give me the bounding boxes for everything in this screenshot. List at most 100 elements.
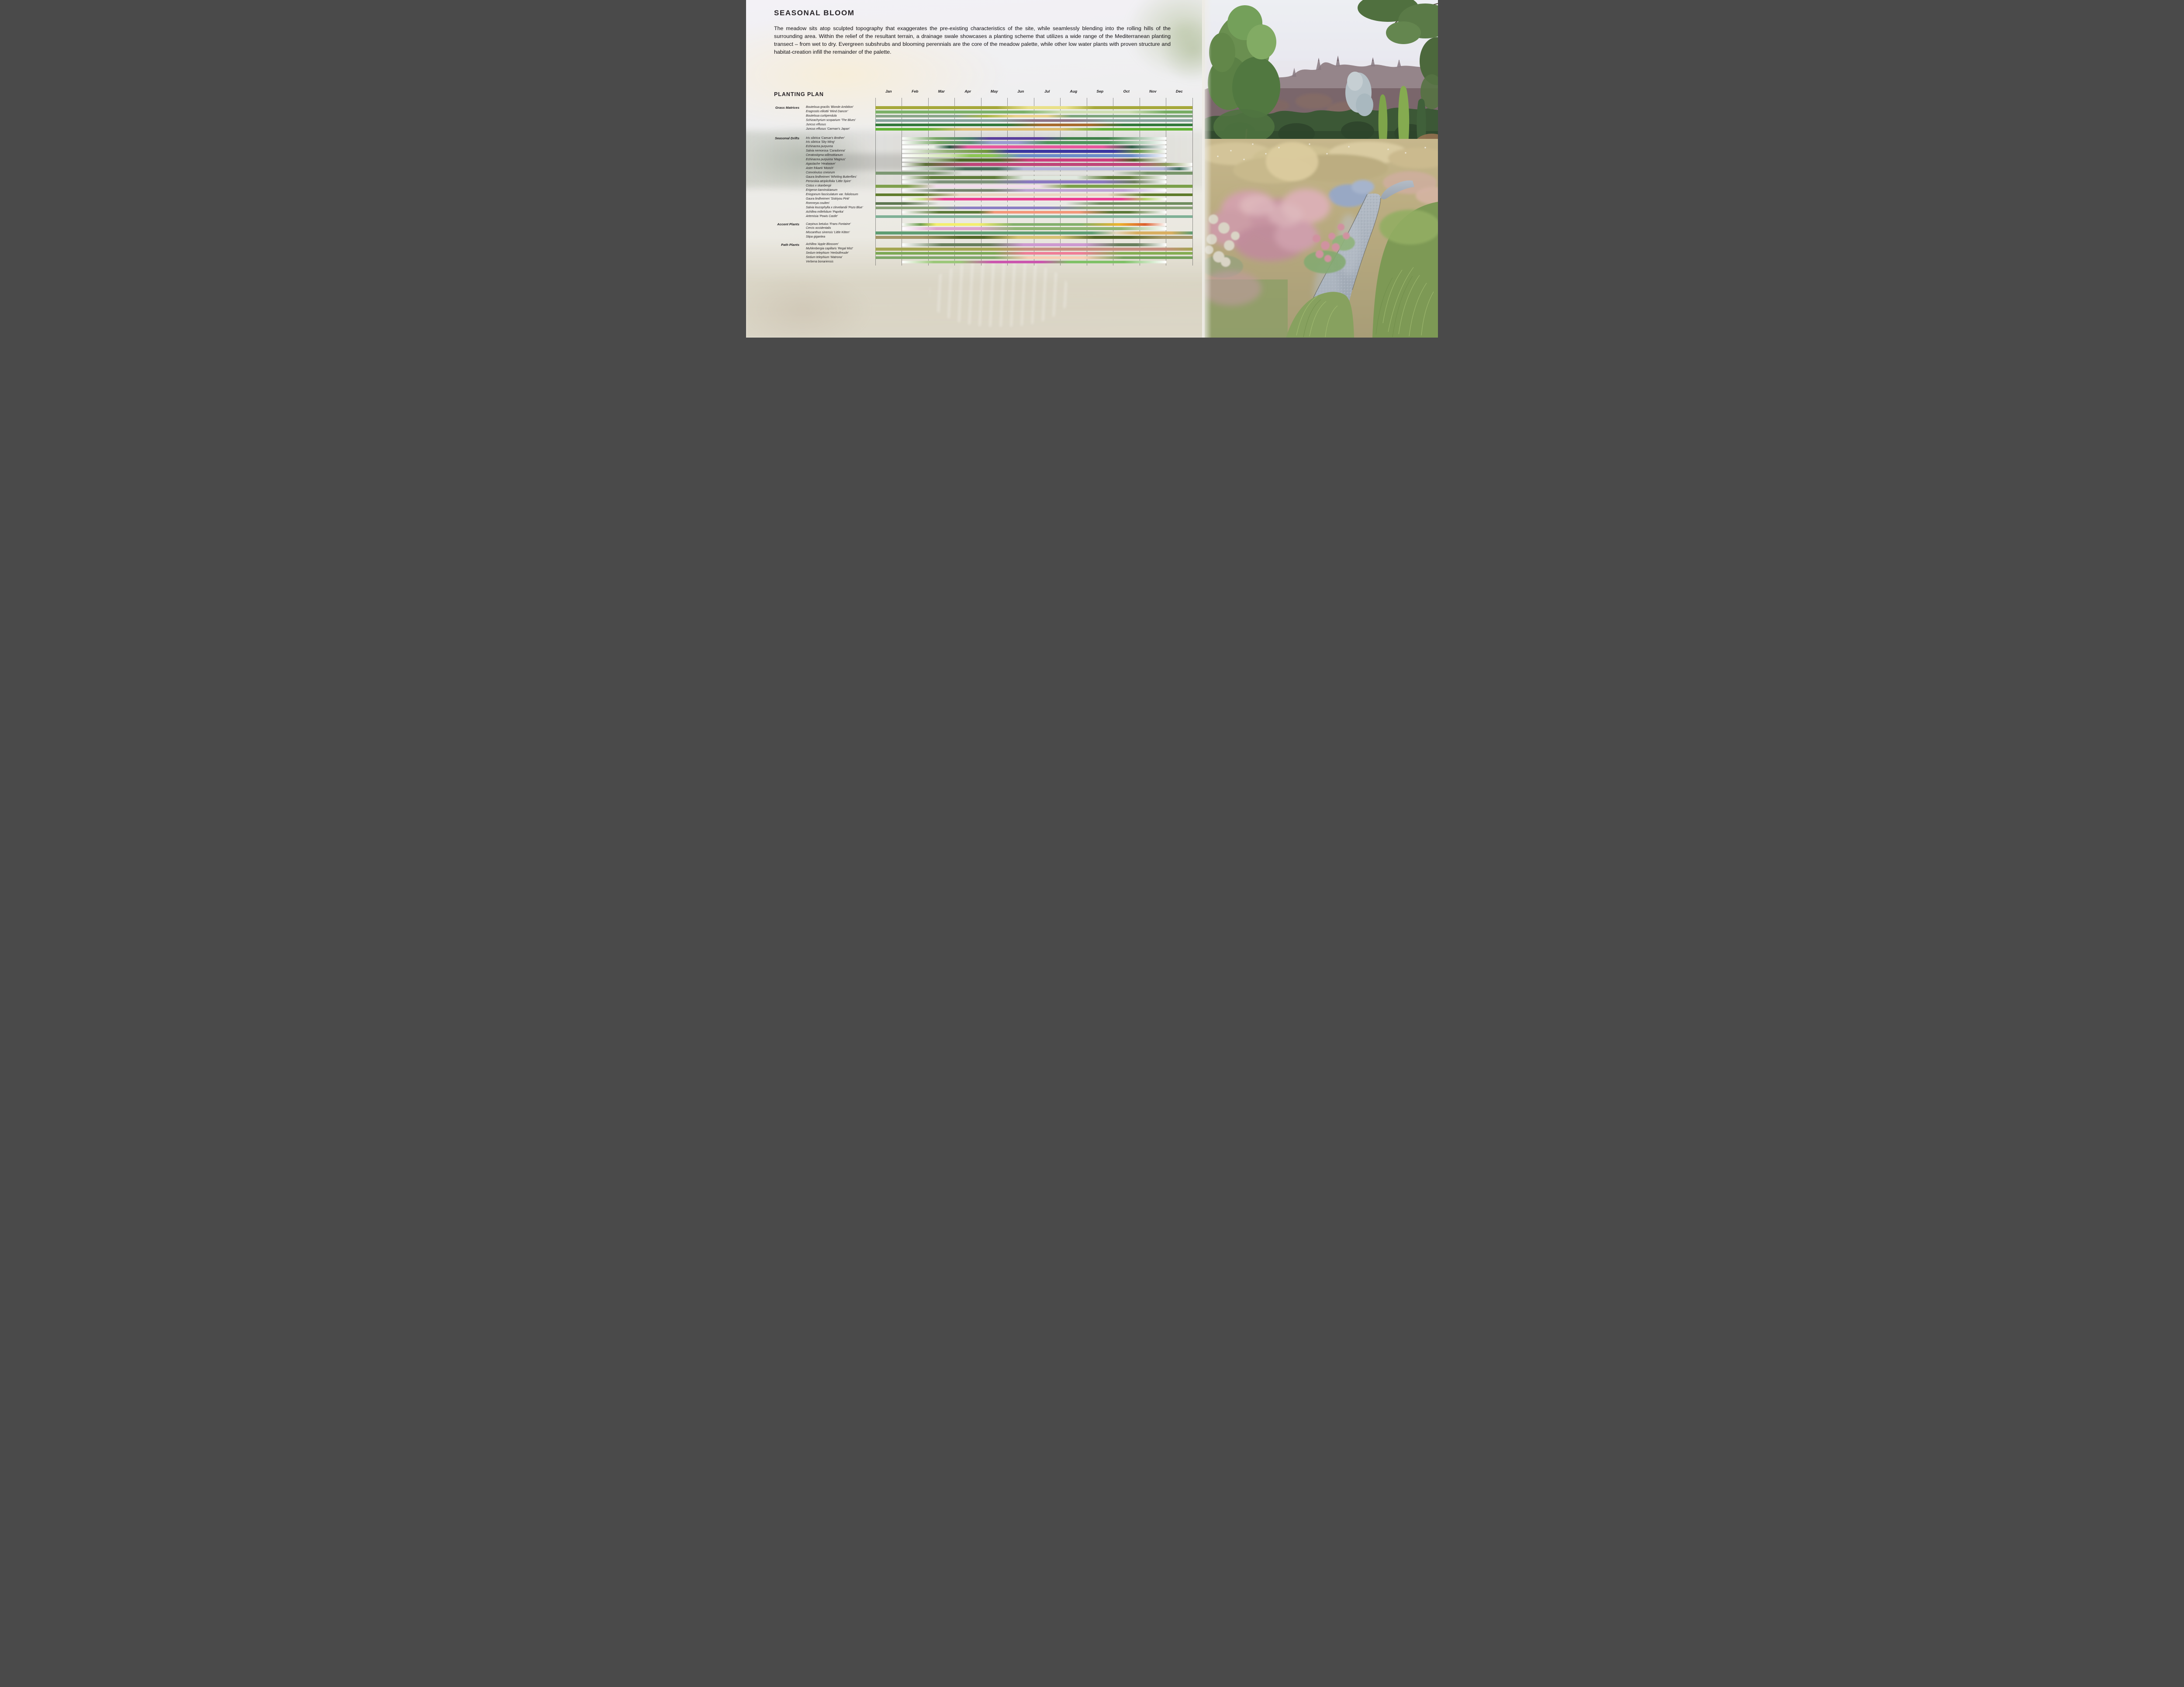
plant-label: Salvia leucophylla x clevelandii 'Pozo B… <box>806 206 863 209</box>
photo-cypress-2 <box>1398 86 1410 154</box>
month-label-jul: Jul <box>1044 89 1050 93</box>
plant-label: Stipa gigantea <box>806 235 826 239</box>
photo-oak-branches-topright <box>1358 0 1438 109</box>
month-label-sep: Sep <box>1096 89 1104 93</box>
presentation-board: SEASONAL BLOOM The meadow sits atop scul… <box>746 0 1438 338</box>
plant-label: Cercis occidentalis <box>806 227 831 230</box>
bloom-bar <box>902 210 1166 214</box>
bloom-bar <box>875 106 1192 109</box>
month-label-oct: Oct <box>1123 89 1130 93</box>
plant-label: Juncus effusus <box>806 123 826 126</box>
plant-label: Echinacea purpurea 'Magnus' <box>806 158 846 162</box>
month-label-aug: Aug <box>1070 89 1078 93</box>
photo-foreground-grass <box>1205 202 1438 338</box>
bloom-bar <box>902 163 1192 166</box>
plant-label: Sedum telephium 'Matrona' <box>806 255 843 259</box>
plant-label: Miscanthus sinensis 'Little Kitten' <box>806 231 850 235</box>
plant-label: Gaura lindheimeri 'Whirling Butterflies' <box>806 176 857 179</box>
bloom-bar <box>875 119 1192 122</box>
plant-label: Echinacea purpurea <box>806 145 833 148</box>
bloom-bar <box>875 202 1192 205</box>
planting-plan-heading: PLANTING PLAN <box>774 91 824 97</box>
grass-ghost-bottomleft <box>746 275 868 338</box>
bloom-bar <box>875 172 1192 175</box>
intro-paragraph: The meadow sits atop sculpted topography… <box>774 25 1171 55</box>
month-label-nov: Nov <box>1149 89 1157 93</box>
plant-label: Erigeron karvinskianum <box>806 188 837 192</box>
bloom-bar <box>902 243 1166 246</box>
plant-label: Ceratostigma willmottianum <box>806 154 843 157</box>
plant-label: Achillea millefolium 'Paprika' <box>806 210 844 214</box>
month-label-jun: Jun <box>1017 89 1024 93</box>
bloom-bar <box>875 110 1192 114</box>
plant-label: Carpinus betulus 'Frans Fontaine' <box>806 222 851 226</box>
month-label-dec: Dec <box>1175 89 1183 93</box>
photo-cypress-1 <box>1378 94 1388 151</box>
photo-muhly-grass <box>1207 189 1330 261</box>
plant-label: Convolvulus cneorum <box>806 171 835 175</box>
month-label-feb: Feb <box>912 89 919 93</box>
photo-silver-tree <box>1345 72 1373 116</box>
bloom-bar <box>875 236 1192 239</box>
bloom-bar <box>902 223 1166 226</box>
month-gridline <box>1192 98 1193 266</box>
bloom-bar <box>902 197 1166 201</box>
month-label-apr: Apr <box>964 89 971 93</box>
bloom-bar <box>902 260 1166 264</box>
bloom-bar <box>902 154 1166 157</box>
bloom-bar <box>902 159 1166 162</box>
plant-label: Bouteloua curtipendula <box>806 114 837 117</box>
bloom-bar <box>875 193 1192 197</box>
bloom-bar <box>902 189 1166 192</box>
plant-label: Bouteloua gracilis 'Blonde Ambition' <box>806 106 854 109</box>
plant-label: Gaura lindheimeri 'Siskiyou Pink' <box>806 197 850 200</box>
bloom-bar <box>875 206 1192 210</box>
bloom-bar <box>875 252 1192 255</box>
bloom-bar <box>875 215 1192 218</box>
bloom-bar <box>875 128 1192 131</box>
bloom-bar <box>875 247 1192 251</box>
plant-label: Verbena bonariensis <box>806 260 833 263</box>
plant-label: Iris sibirica 'Sky Wing' <box>806 141 835 144</box>
plant-label: Muhlenbergia capillaris 'Regal Mist' <box>806 247 853 250</box>
plant-label: Iris sibirica 'Caesar's Brother' <box>806 136 845 140</box>
flowerspike-ghost <box>930 261 1069 327</box>
plant-label: Cistus x skanbergii <box>806 184 831 187</box>
section-label-path-plants: Path Plants <box>781 242 799 247</box>
bloom-bar <box>875 184 1192 188</box>
bloom-bar <box>875 231 1192 235</box>
month-label-mar: Mar <box>938 89 945 93</box>
bloom-bar <box>902 180 1166 183</box>
plant-label: Artemisia 'Powis Castle' <box>806 214 838 218</box>
plant-label: Sedum telephium 'Herbstfreude' <box>806 251 849 255</box>
bloom-bar <box>875 256 1192 259</box>
section-label-seasonal-drifts: Seasonal Drifts <box>775 136 799 140</box>
bloom-bar <box>875 114 1192 118</box>
bloom-bar <box>902 141 1166 145</box>
plant-label: Achillea 'Apple Blossom' <box>806 243 839 246</box>
plant-label: Perovskia atriplicifolia 'Little Spire' <box>806 180 851 183</box>
plant-label: Juncus effusus 'Carman's Japan' <box>806 127 850 131</box>
bloom-bar <box>902 167 1192 170</box>
plant-label: Romneya coulteri <box>806 201 829 205</box>
bloom-bar <box>902 145 1166 148</box>
section-label-grass-matrices: Grass Matrices <box>775 105 799 110</box>
plant-label: Eriogonum fasciculatum var. foliolosum <box>806 193 858 196</box>
meadow-photo <box>1205 0 1438 338</box>
plant-label: Schizachyrium scoparium 'The Blues' <box>806 118 856 122</box>
section-label-accent-plants: Accent Plants <box>777 222 799 226</box>
bloom-bar <box>902 176 1166 179</box>
bloom-bar <box>902 150 1166 153</box>
photo-sedum <box>1304 224 1355 273</box>
plant-label: Agastache 'Heatwave' <box>806 162 836 166</box>
month-gridline <box>875 98 876 266</box>
month-label-jan: Jan <box>885 89 892 93</box>
bloom-bar <box>875 123 1192 127</box>
plant-label: Salvia nemorosa 'Caradonna' <box>806 149 845 153</box>
page-title: SEASONAL BLOOM <box>774 9 855 17</box>
month-label-may: May <box>990 89 998 93</box>
plant-label: Eragrostis elliottii 'Wind Dancer' <box>806 110 848 113</box>
bloom-bar <box>902 227 1166 231</box>
plant-label: Aster frikartii 'Monch' <box>806 167 834 170</box>
photo-left-blend <box>1202 0 1212 338</box>
